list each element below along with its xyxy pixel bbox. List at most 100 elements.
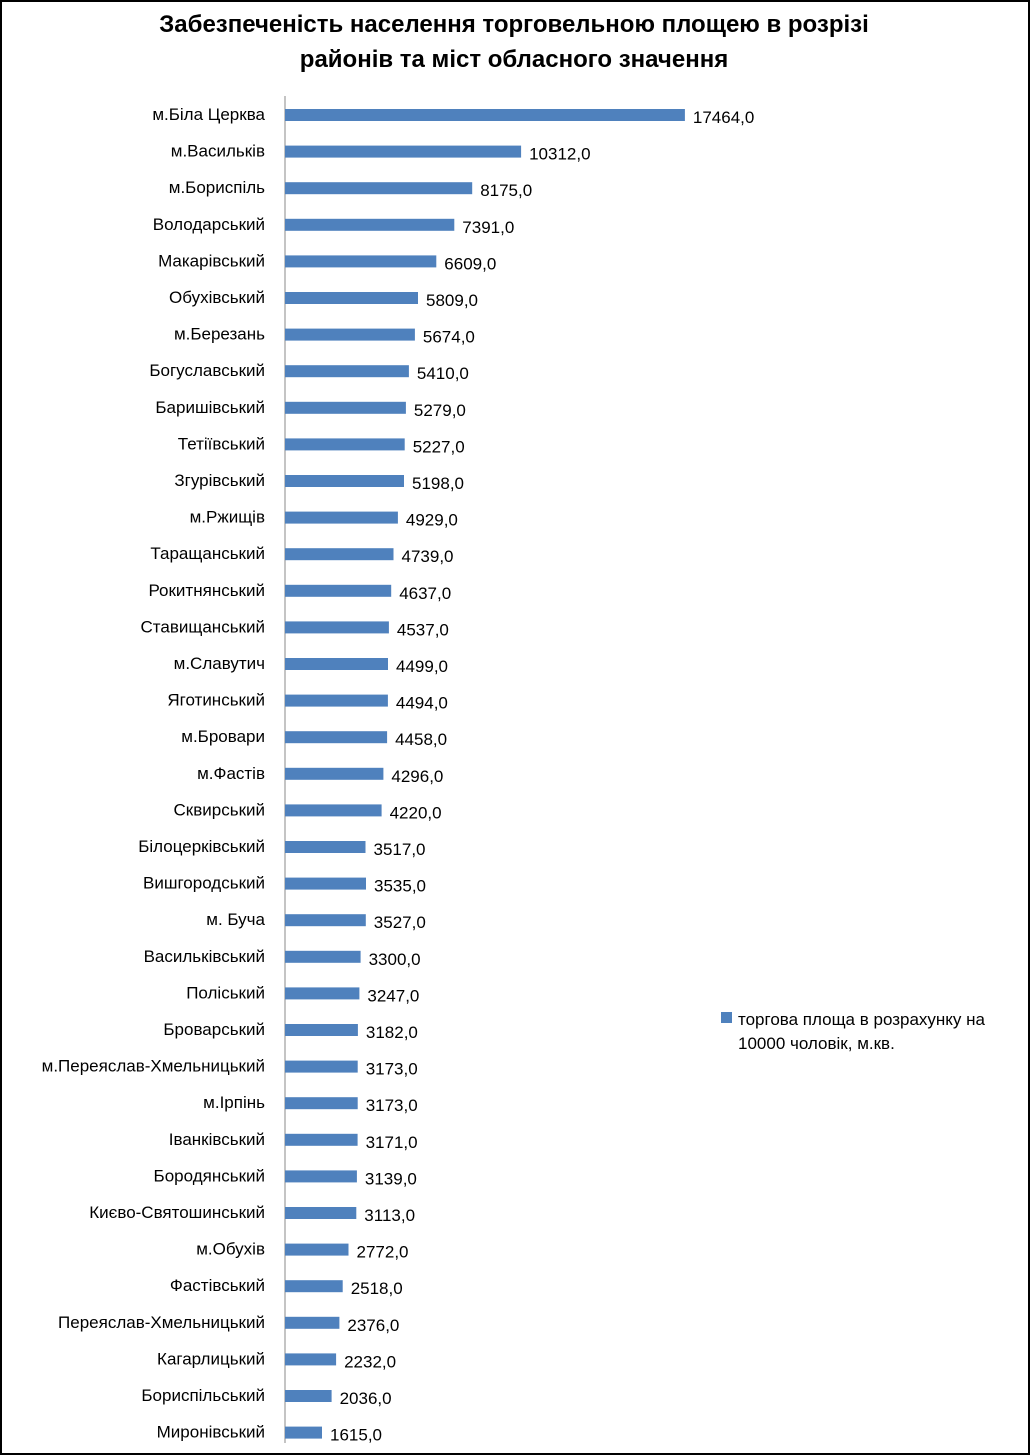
data-label: 4296,0 [391, 767, 443, 786]
data-label: 3182,0 [366, 1023, 418, 1042]
category-label: м.Васильків [171, 142, 265, 161]
category-label: м.Березань [174, 325, 265, 344]
data-label: 4499,0 [396, 657, 448, 676]
bar [285, 1133, 358, 1146]
data-label: 10312,0 [529, 145, 590, 164]
category-label: Згурівський [174, 471, 265, 490]
bar [285, 328, 415, 341]
bar [285, 365, 409, 378]
category-label: Сквирський [174, 800, 265, 819]
bar [285, 292, 418, 304]
bar [285, 218, 455, 231]
chart-title-line-2: районів та міст обласного значення [300, 46, 728, 73]
data-label: 4739,0 [402, 547, 454, 566]
legend: торгова площа в розрахунку на 10000 чоло… [721, 1010, 986, 1053]
bar [285, 950, 361, 963]
bar [285, 438, 405, 451]
bar [285, 1280, 343, 1293]
category-label: Васильківський [144, 947, 265, 966]
category-label: Баришівський [155, 398, 265, 417]
bar [285, 145, 522, 158]
bar [285, 877, 366, 890]
bar [285, 1170, 357, 1183]
category-label: Броварський [163, 1020, 265, 1039]
chart-title-line-1: Забезпеченість населення торговельною пл… [159, 11, 869, 38]
bar [285, 1353, 337, 1366]
bar [285, 914, 366, 927]
data-label: 3517,0 [374, 840, 426, 859]
category-label: Бородянський [154, 1166, 265, 1185]
data-label: 4637,0 [399, 584, 451, 603]
category-label: Богуславський [149, 361, 265, 380]
data-label: 17464,0 [693, 108, 754, 127]
category-label: Бориспільський [141, 1386, 265, 1405]
bar [285, 255, 437, 268]
data-label: 2232,0 [344, 1352, 396, 1371]
category-label: м. Буча [206, 910, 265, 929]
data-label: 6609,0 [444, 254, 496, 273]
category-label: Поліський [186, 983, 265, 1002]
bar [285, 694, 388, 707]
data-label: 4220,0 [390, 803, 442, 822]
category-label: м.Ірпінь [203, 1093, 265, 1112]
bar [285, 1316, 340, 1329]
category-label: Миронівський [157, 1423, 265, 1442]
category-label: Білоцерківський [138, 837, 265, 856]
category-label: Володарський [153, 215, 265, 234]
category-label: м.Бориспіль [169, 178, 265, 197]
category-label: Таращанський [150, 544, 265, 563]
category-label: Макарівський [158, 251, 265, 270]
bar [285, 1426, 322, 1439]
category-label: м.Бровари [181, 727, 265, 746]
data-label: 4458,0 [395, 730, 447, 749]
data-label: 3527,0 [374, 913, 426, 932]
bars-group: м.Біла Церква 17464,0 м.Васильків 10312,0 м.… [42, 105, 755, 1445]
bar [285, 401, 406, 414]
category-label: Києво-Святошинський [89, 1203, 265, 1222]
data-label: 5809,0 [426, 291, 478, 310]
bar [285, 1390, 332, 1402]
bar [285, 511, 398, 524]
bar [285, 621, 389, 634]
data-label: 1615,0 [330, 1426, 382, 1445]
category-label: Тетіївський [178, 434, 265, 453]
data-label: 3113,0 [364, 1206, 415, 1225]
data-label: 5410,0 [417, 364, 469, 383]
category-label: м.Славутич [174, 654, 265, 673]
legend-label-line-2: 10000 чоловік, м.кв. [738, 1034, 895, 1053]
legend-label-line-1: торгова площа в розрахунку на [738, 1010, 986, 1029]
data-label: 3173,0 [366, 1060, 418, 1079]
category-label: м.Ржищів [190, 508, 265, 527]
data-label: 4537,0 [397, 620, 449, 639]
data-label: 3171,0 [366, 1133, 418, 1152]
bar [285, 987, 360, 1000]
bar [285, 1243, 349, 1256]
category-label: Вишгородський [143, 874, 265, 893]
bar [285, 658, 388, 670]
bar [285, 548, 394, 561]
bar [285, 767, 384, 780]
bar [285, 731, 388, 744]
bar [285, 1024, 358, 1036]
data-label: 3139,0 [365, 1169, 417, 1188]
category-label: м.Біла Церква [152, 105, 265, 124]
bar [285, 1060, 358, 1073]
bar [285, 584, 392, 597]
category-label: м.Фастів [197, 764, 265, 783]
bar [285, 109, 685, 121]
data-label: 5227,0 [413, 437, 465, 456]
data-label: 5198,0 [412, 474, 464, 493]
data-label: 5279,0 [414, 401, 466, 420]
bar [285, 1207, 357, 1219]
category-label: Яготинський [167, 691, 265, 710]
data-label: 3247,0 [367, 986, 419, 1005]
data-label: 2376,0 [347, 1316, 399, 1335]
data-label: 3173,0 [366, 1096, 418, 1115]
data-label: 5674,0 [423, 328, 475, 347]
category-label: м.Переяслав-Хмельницький [42, 1057, 265, 1076]
data-label: 2518,0 [351, 1279, 403, 1298]
data-label: 2036,0 [340, 1389, 392, 1408]
data-label: 3535,0 [374, 877, 426, 896]
data-label: 3300,0 [369, 950, 421, 969]
data-label: 4929,0 [406, 511, 458, 530]
